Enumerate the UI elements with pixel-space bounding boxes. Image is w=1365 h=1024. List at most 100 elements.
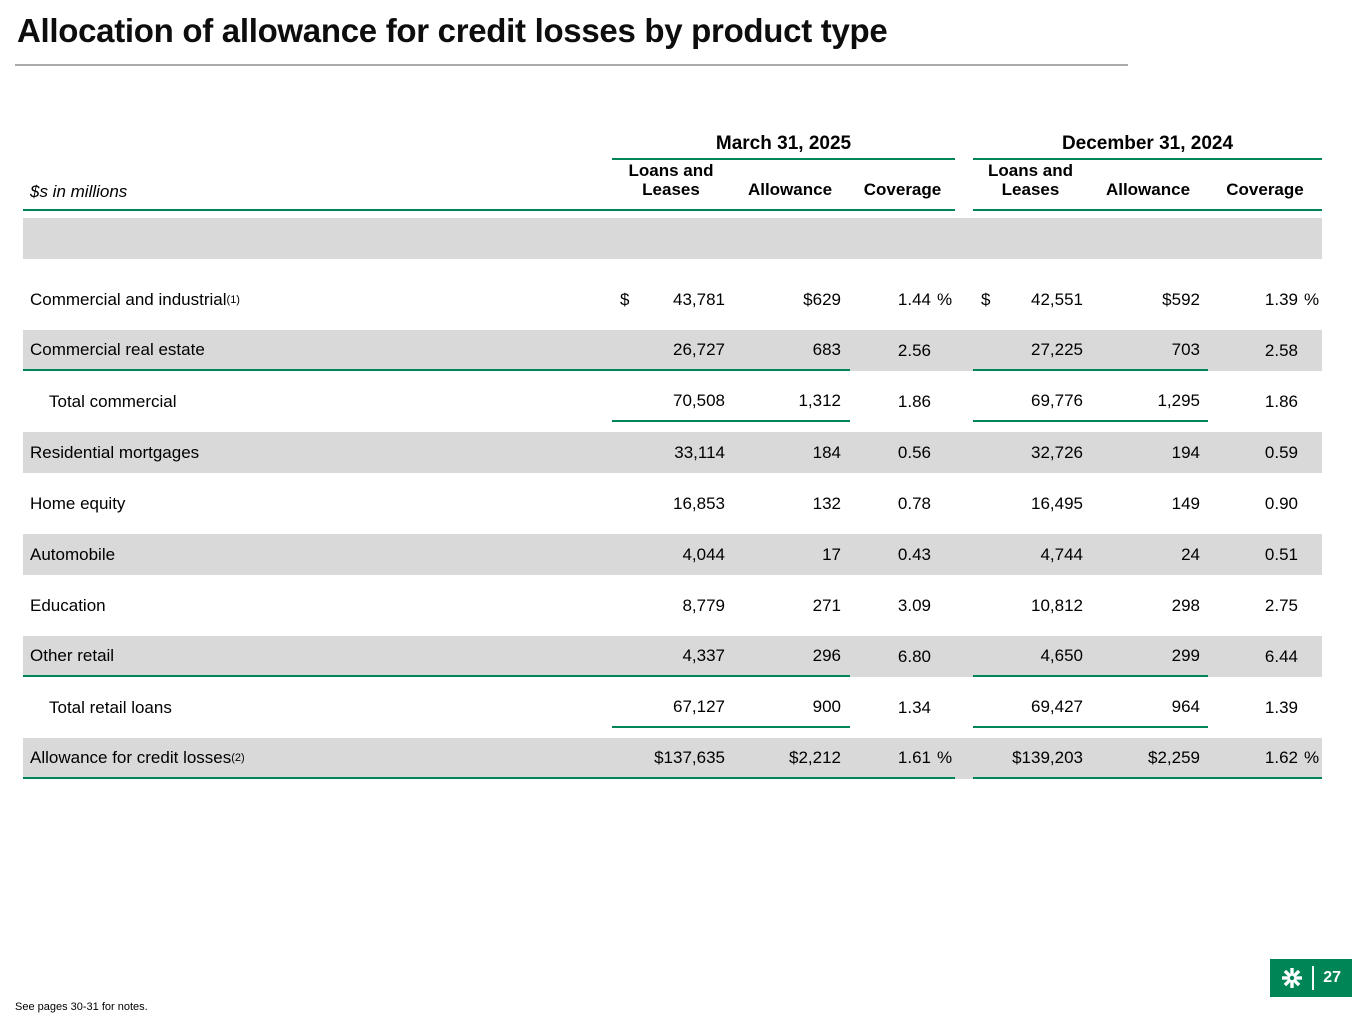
table-cell: 299 <box>1088 636 1208 677</box>
row-label-text: Home equity <box>30 493 126 513</box>
notes-reference: See pages 30-31 for notes. <box>15 1001 148 1013</box>
group-gap <box>955 585 973 626</box>
table-cell: $2,259 <box>1088 738 1208 779</box>
cell-value: 1.44 <box>897 289 931 309</box>
table-cell: 964 <box>1088 687 1208 728</box>
cell-value: 70,508 <box>673 390 725 410</box>
table-cell: 32,726 <box>973 432 1088 473</box>
cell-value: 6.80 <box>897 646 931 666</box>
table-row: Total commercial 70,508 1,312 1.86 69,776 1,2… <box>23 381 1322 422</box>
allocation-table: March 31, 2025 December 31, 2024 $s in m… <box>23 133 1322 789</box>
cell-value: 43,781 <box>673 289 725 309</box>
cell-value: 296 <box>812 645 841 665</box>
table-spacer-row <box>23 218 1322 259</box>
table-cell: 1.44% <box>850 279 955 320</box>
cell-value: 1.86 <box>897 391 931 411</box>
cell-value: 1.86 <box>1264 391 1298 411</box>
table-row: Other retail 4,337 296 6.80 4,650 299 6.44 <box>23 636 1322 677</box>
table-cell: 24 <box>1088 534 1208 575</box>
group-gap <box>955 381 973 422</box>
table-cell: 900 <box>730 687 850 728</box>
table-cell: 6.44 <box>1208 636 1322 677</box>
column-header-coverage-december: Coverage <box>1208 160 1322 211</box>
cell-value: 1,312 <box>798 390 841 410</box>
column-header-allowance-december: Allowance <box>1088 160 1208 211</box>
cell-value: 4,044 <box>682 544 725 564</box>
table-row: Automobile 4,044 17 0.43 4,744 24 0.51 <box>23 534 1322 575</box>
row-label: Total retail loans <box>23 687 612 728</box>
cell-value: 1.62 <box>1264 747 1298 767</box>
table-cell: 683 <box>730 330 850 371</box>
row-label-text: Total retail loans <box>49 697 172 717</box>
table-cell: 1.62% <box>1208 738 1322 779</box>
currency-symbol: $ <box>981 289 991 309</box>
percent-sign: % <box>1304 289 1320 309</box>
table-row: Total retail loans 67,127 900 1.34 69,427 964… <box>23 687 1322 728</box>
badge-divider <box>1312 966 1315 990</box>
table-cell: 1.39% <box>1208 279 1322 320</box>
table-cell: 0.56 <box>850 432 955 473</box>
cell-value: 4,337 <box>682 645 725 665</box>
table-cell: 33,114 <box>612 432 730 473</box>
table-row: Home equity 16,853 132 0.78 16,495 149 0.90 <box>23 483 1322 524</box>
table-cell: 3.09 <box>850 585 955 626</box>
cell-value: 194 <box>1171 442 1200 462</box>
table-cell: 184 <box>730 432 850 473</box>
cell-value: 2.58 <box>1264 340 1298 360</box>
table-cell: 132 <box>730 483 850 524</box>
cell-value: $139,203 <box>1012 747 1083 767</box>
cell-value: 1.61 <box>897 747 931 767</box>
table-cell: 298 <box>1088 585 1208 626</box>
column-header-coverage-march: Coverage <box>850 160 955 211</box>
row-label-text: Residential mortgages <box>30 442 200 462</box>
cell-value: 0.56 <box>897 442 931 462</box>
cell-value: $137,635 <box>654 747 725 767</box>
group-gap <box>955 534 973 575</box>
cell-value: 0.51 <box>1264 544 1298 564</box>
cell-value: 42,551 <box>1031 289 1083 309</box>
table-cell: 69,776 <box>973 381 1088 422</box>
row-label-text: Other retail <box>30 645 115 665</box>
table-cell: 1.34 <box>850 687 955 728</box>
cell-value: 3.09 <box>897 595 931 615</box>
table-cell: 1.39 <box>1208 687 1322 728</box>
cell-value: 69,776 <box>1031 390 1083 410</box>
cell-value: 298 <box>1171 595 1200 615</box>
citizens-logo-icon <box>1281 967 1303 989</box>
currency-symbol: $ <box>620 289 630 309</box>
cell-value: 27,225 <box>1031 339 1083 359</box>
column-header-loans-leases-december: Loans and Leases <box>973 160 1088 211</box>
column-group-march-2025: March 31, 2025 <box>612 133 955 160</box>
group-gap <box>955 432 973 473</box>
table-cell: 17 <box>730 534 850 575</box>
table-cell: 2.56 <box>850 330 955 371</box>
cell-value: 2.75 <box>1264 595 1298 615</box>
table-cell: $43,781 <box>612 279 730 320</box>
table-cell: $42,551 <box>973 279 1088 320</box>
page-number: 27 <box>1323 969 1341 986</box>
table-rows: Commercial and industrial (1) $43,781 $629 1… <box>23 218 1322 779</box>
cell-value: 299 <box>1171 645 1200 665</box>
percent-sign: % <box>1304 747 1320 767</box>
table-cell: 0.90 <box>1208 483 1322 524</box>
title-divider <box>15 64 1128 66</box>
table-cell: 0.43 <box>850 534 955 575</box>
table-cell: 16,495 <box>973 483 1088 524</box>
cell-value: $2,259 <box>1148 747 1200 767</box>
table-cell: 4,650 <box>973 636 1088 677</box>
table-row: Residential mortgages 33,114 184 0.56 32,726… <box>23 432 1322 473</box>
cell-value: 271 <box>812 595 841 615</box>
table-cell: 703 <box>1088 330 1208 371</box>
cell-value: 1,295 <box>1157 390 1200 410</box>
table-column-header-row: $s in millions Loans and Leases Allowanc… <box>23 160 1322 211</box>
cell-value: 2.56 <box>897 340 931 360</box>
group-header-spacer <box>23 133 612 160</box>
cell-value: 964 <box>1171 696 1200 716</box>
column-group-december-2024: December 31, 2024 <box>973 133 1322 160</box>
page-badge: 27 <box>1270 959 1352 997</box>
table-cell: 2.75 <box>1208 585 1322 626</box>
cell-value: 900 <box>812 696 841 716</box>
table-cell: 4,337 <box>612 636 730 677</box>
row-label: Total commercial <box>23 381 612 422</box>
page-title: Allocation of allowance for credit losse… <box>17 12 888 49</box>
